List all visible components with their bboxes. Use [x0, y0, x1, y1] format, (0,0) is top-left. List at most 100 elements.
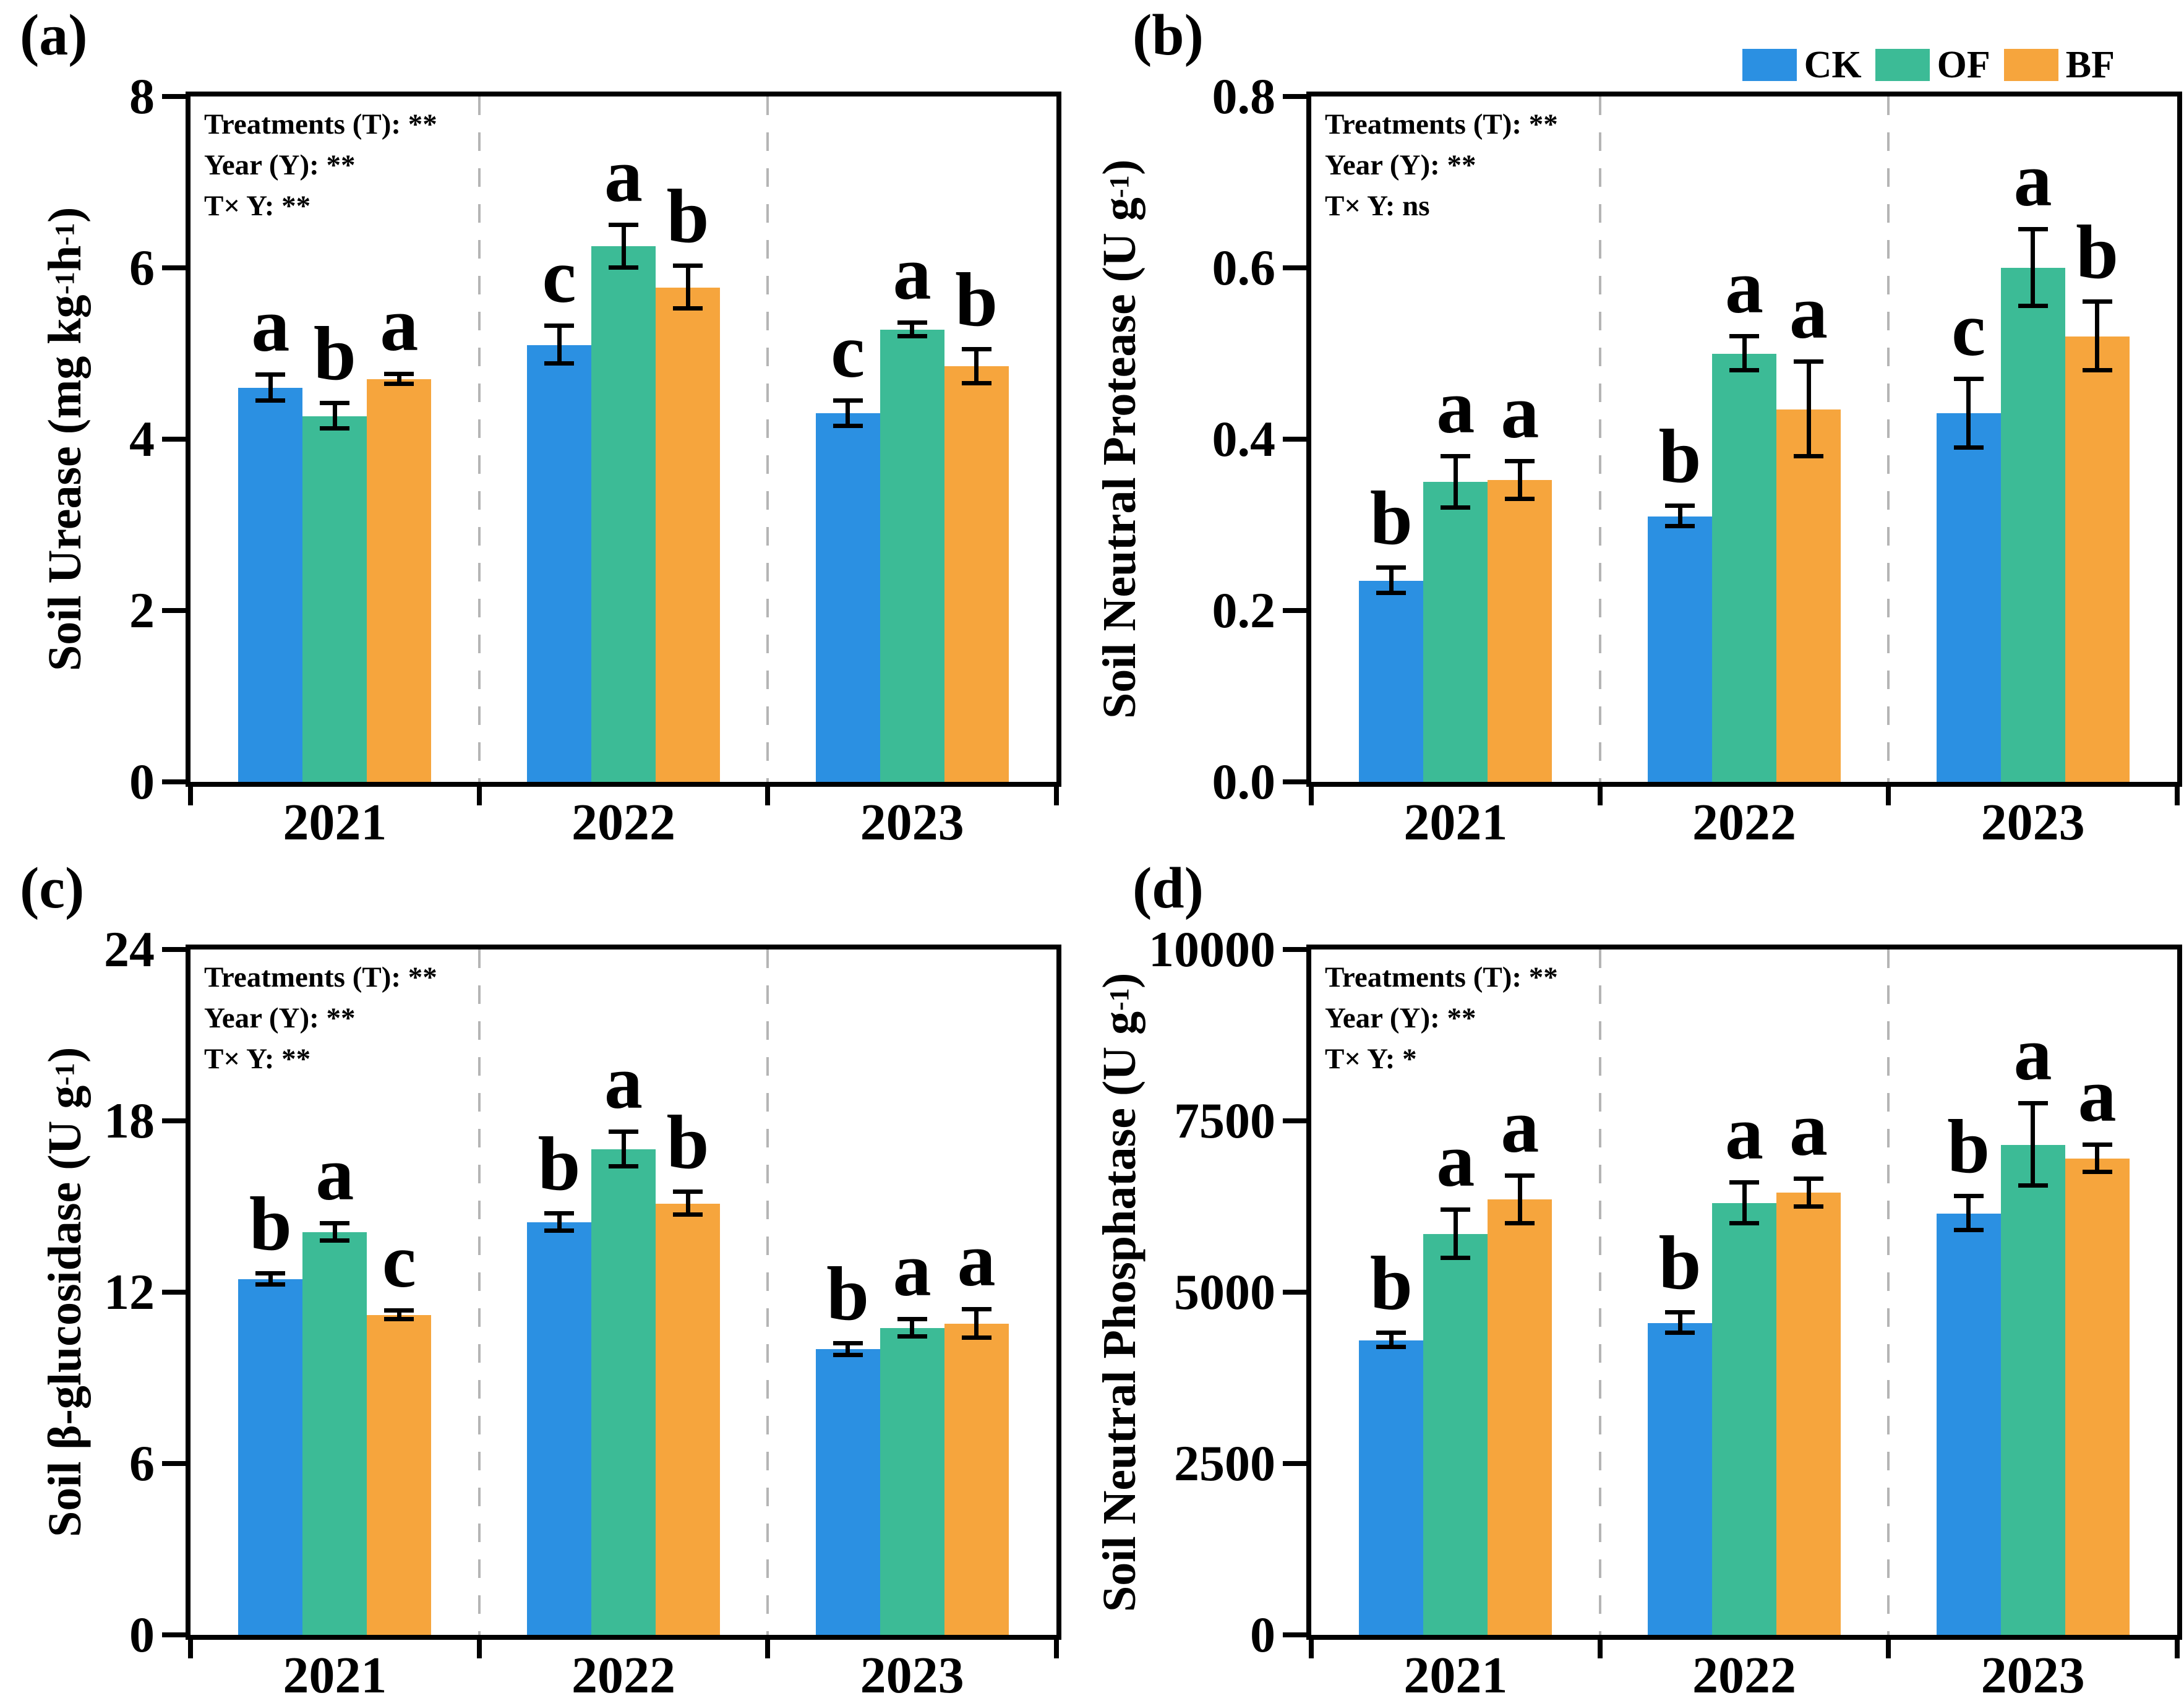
- error-bar: [557, 326, 562, 364]
- bar-bf-2022: [656, 287, 720, 782]
- y-tick-label: 0: [129, 753, 155, 810]
- y-tick-label: 2: [129, 582, 155, 638]
- bar-of-2022: [1712, 1202, 1776, 1635]
- annotation-line: Treatments (T): **: [1325, 108, 1558, 140]
- significance-letter: b: [666, 1100, 709, 1185]
- legend-label: CK: [1804, 44, 1862, 86]
- y-tick-label: 2500: [1174, 1435, 1275, 1491]
- x-tick-label: 2022: [1692, 794, 1796, 851]
- error-bar-cap-top: [2018, 1101, 2048, 1106]
- significance-letter: a: [893, 230, 931, 315]
- significance-letter: a: [604, 1040, 643, 1125]
- x-tick-mark: [2175, 1640, 2180, 1658]
- error-bar: [1453, 1210, 1458, 1258]
- y-tick-mark: [162, 1632, 186, 1637]
- x-tick-label: 2022: [1692, 1647, 1796, 1704]
- y-tick-label: 6: [129, 239, 155, 296]
- bar-bf-2023: [2065, 1158, 2130, 1635]
- anova-annotations: Treatments (T): ** Year (Y): ** T× Y: ns: [1325, 104, 1558, 226]
- error-bar: [2031, 1104, 2036, 1186]
- x-tick-mark: [1054, 1640, 1059, 1658]
- legend-item-ck: CK: [1742, 46, 1862, 84]
- error-bar-cap-top: [2082, 1142, 2112, 1147]
- error-bar-cap-top: [1953, 377, 1984, 382]
- error-bar-cap-top: [384, 1308, 414, 1313]
- error-bar: [2095, 1144, 2100, 1173]
- error-bar-cap-bottom: [1729, 1221, 1759, 1226]
- x-tick-mark: [1597, 787, 1603, 805]
- y-tick-mark: [1283, 608, 1306, 613]
- legend-item-bf: BF: [2003, 46, 2115, 84]
- group-separator: [477, 96, 481, 782]
- error-bar-cap-top: [544, 324, 574, 328]
- significance-letter: b: [666, 174, 709, 259]
- anova-annotations: Treatments (T): ** Year (Y): ** T× Y: **: [204, 104, 437, 226]
- annotation-line: Year (Y): **: [204, 1002, 356, 1034]
- error-bar-cap-bottom: [1505, 1221, 1535, 1226]
- significance-letter: a: [1725, 244, 1763, 329]
- significance-letter: a: [2078, 1052, 2117, 1138]
- x-tick-mark: [765, 1640, 771, 1658]
- significance-letter: b: [1369, 1241, 1413, 1326]
- significance-letter: c: [831, 308, 865, 393]
- y-tick-label: 6: [129, 1435, 155, 1491]
- error-bar: [846, 1344, 850, 1355]
- annotation-line: T× Y: **: [204, 190, 311, 222]
- error-bar: [1677, 506, 1682, 527]
- error-bar: [1677, 1313, 1682, 1334]
- annotation-line: Year (Y): **: [204, 149, 356, 181]
- legend-label: OF: [1937, 44, 1990, 86]
- y-tick-mark: [1283, 94, 1306, 99]
- error-bar-cap-bottom: [1794, 453, 1823, 458]
- group-separator: [766, 949, 769, 1635]
- error-bar-cap-top: [961, 346, 991, 351]
- group-separator: [1887, 96, 1890, 782]
- group-separator: [1887, 949, 1890, 1635]
- group-separator: [1598, 949, 1601, 1635]
- y-tick-mark: [162, 1290, 186, 1295]
- bar-bf-2021: [1488, 480, 1552, 782]
- significance-letter: a: [1501, 1083, 1540, 1168]
- y-tick-mark: [162, 947, 186, 952]
- y-tick-label: 0.2: [1212, 582, 1276, 638]
- legend-swatch-icon: [2003, 49, 2058, 81]
- y-tick-mark: [1283, 437, 1306, 442]
- error-bar: [557, 1214, 562, 1231]
- x-tick-mark: [2175, 787, 2180, 805]
- y-tick-mark: [1283, 947, 1306, 952]
- y-tick-label: 7500: [1174, 1092, 1275, 1149]
- error-bar-cap-bottom: [1953, 1228, 1984, 1233]
- error-bar-cap-top: [255, 372, 286, 377]
- error-bar: [1389, 1333, 1394, 1347]
- bar-ck-2023: [815, 1349, 880, 1635]
- y-tick-label: 0: [1250, 1606, 1275, 1663]
- error-bar-cap-bottom: [1441, 505, 1471, 510]
- error-bar-cap-bottom: [1505, 496, 1535, 501]
- bar-of-2023: [880, 329, 944, 782]
- error-bar-cap-bottom: [384, 382, 414, 387]
- significance-letter: a: [1789, 1087, 1828, 1172]
- legend-item-of: OF: [1875, 46, 1990, 84]
- error-bar-cap-bottom: [961, 1335, 991, 1340]
- bar-ck-2022: [1648, 1322, 1712, 1635]
- x-tick-mark: [1054, 787, 1059, 805]
- error-bar-cap-top: [833, 1341, 863, 1346]
- error-bar: [2031, 229, 2036, 307]
- error-bar: [332, 403, 337, 429]
- bar-ck-2021: [238, 1279, 303, 1635]
- annotation-line: Treatments (T): **: [204, 108, 437, 140]
- error-bar-cap-top: [833, 398, 863, 403]
- error-bar: [1966, 379, 1971, 448]
- bar-of-2021: [302, 416, 367, 782]
- panel-tag: (a): [20, 3, 88, 67]
- error-bar-cap-top: [897, 1316, 927, 1321]
- panel-d: (d) Soil Neutral Phosphatase (U g -1) Tre…: [1092, 853, 2184, 1706]
- panel-b: (b) Soil Neutral Protease (U g -1) Treatm…: [1092, 0, 2184, 853]
- error-bar-cap-top: [609, 222, 638, 227]
- x-tick-label: 2022: [572, 1647, 675, 1704]
- error-bar: [268, 1274, 273, 1285]
- legend-swatch-icon: [1875, 49, 1930, 81]
- y-tick-label: 8: [129, 68, 155, 124]
- error-bar-cap-top: [673, 264, 703, 268]
- y-tick-mark: [1283, 1461, 1306, 1466]
